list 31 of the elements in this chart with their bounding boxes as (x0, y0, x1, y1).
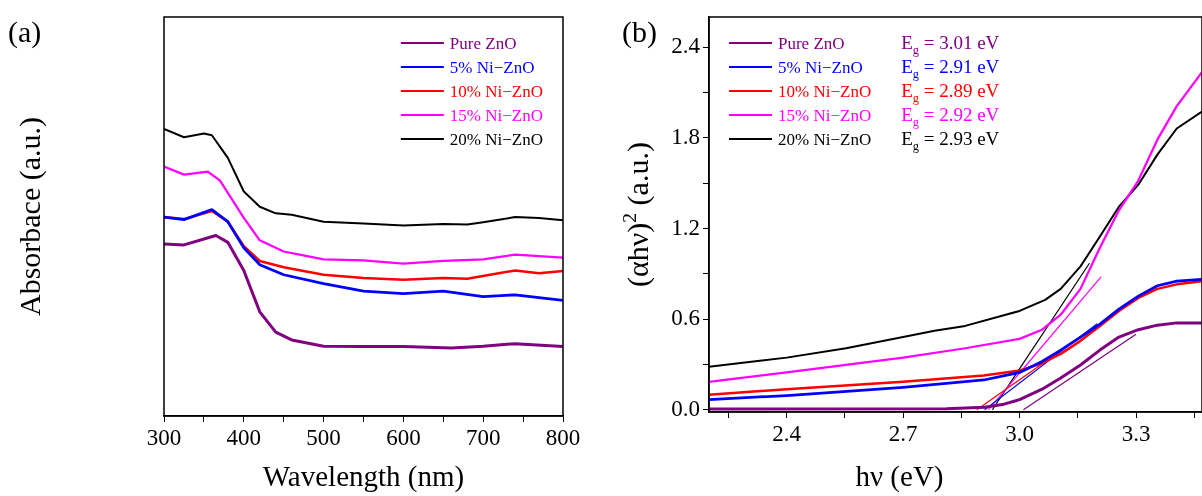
x-tick-label: 600 (386, 424, 421, 450)
legend-label: Pure ZnO (778, 34, 845, 53)
x-axis-title: Wavelength (nm) (262, 460, 465, 493)
legend-label: 10% Ni−ZnO (778, 82, 872, 101)
x-tick-label: 3.3 (1121, 420, 1151, 446)
y-axis-title: (αhν)2 (a.u.) (619, 142, 655, 287)
legend-label: 20% Ni−ZnO (449, 130, 544, 149)
legend-label: 10% Ni−ZnO (449, 82, 544, 101)
chart-title: (b) (622, 15, 657, 49)
x-tick-label: 300 (146, 424, 182, 450)
x-tick-label: 2.4 (772, 420, 802, 446)
y-tick-label: 0.6 (671, 305, 700, 331)
chart-title: (a) (8, 15, 42, 49)
legend-label: 15% Ni−ZnO (449, 106, 544, 125)
y-tick-label: 2.4 (671, 33, 701, 59)
legend-label: 5% Ni−ZnO (778, 58, 863, 77)
legend-label: 15% Ni−ZnO (778, 106, 872, 125)
legend-label: 5% Ni−ZnO (449, 58, 535, 77)
x-tick-label: 800 (545, 424, 581, 450)
x-tick-label: 400 (226, 424, 262, 450)
legend-label: 20% Ni−ZnO (778, 130, 872, 149)
y-axis-title: Absorbace (a.u.) (13, 116, 47, 317)
legend-label: Pure ZnO (449, 34, 517, 53)
x-tick-label: 700 (465, 424, 501, 450)
y-tick-label: 1.8 (671, 123, 700, 149)
x-tick-label: 500 (306, 424, 341, 450)
x-tick-label: 2.7 (888, 420, 918, 446)
y-tick-label: 1.2 (671, 214, 700, 240)
y-tick-label: 0.0 (671, 395, 700, 421)
x-axis-title: hν (eV) (855, 460, 944, 493)
x-tick-label: 3.0 (1005, 420, 1034, 446)
